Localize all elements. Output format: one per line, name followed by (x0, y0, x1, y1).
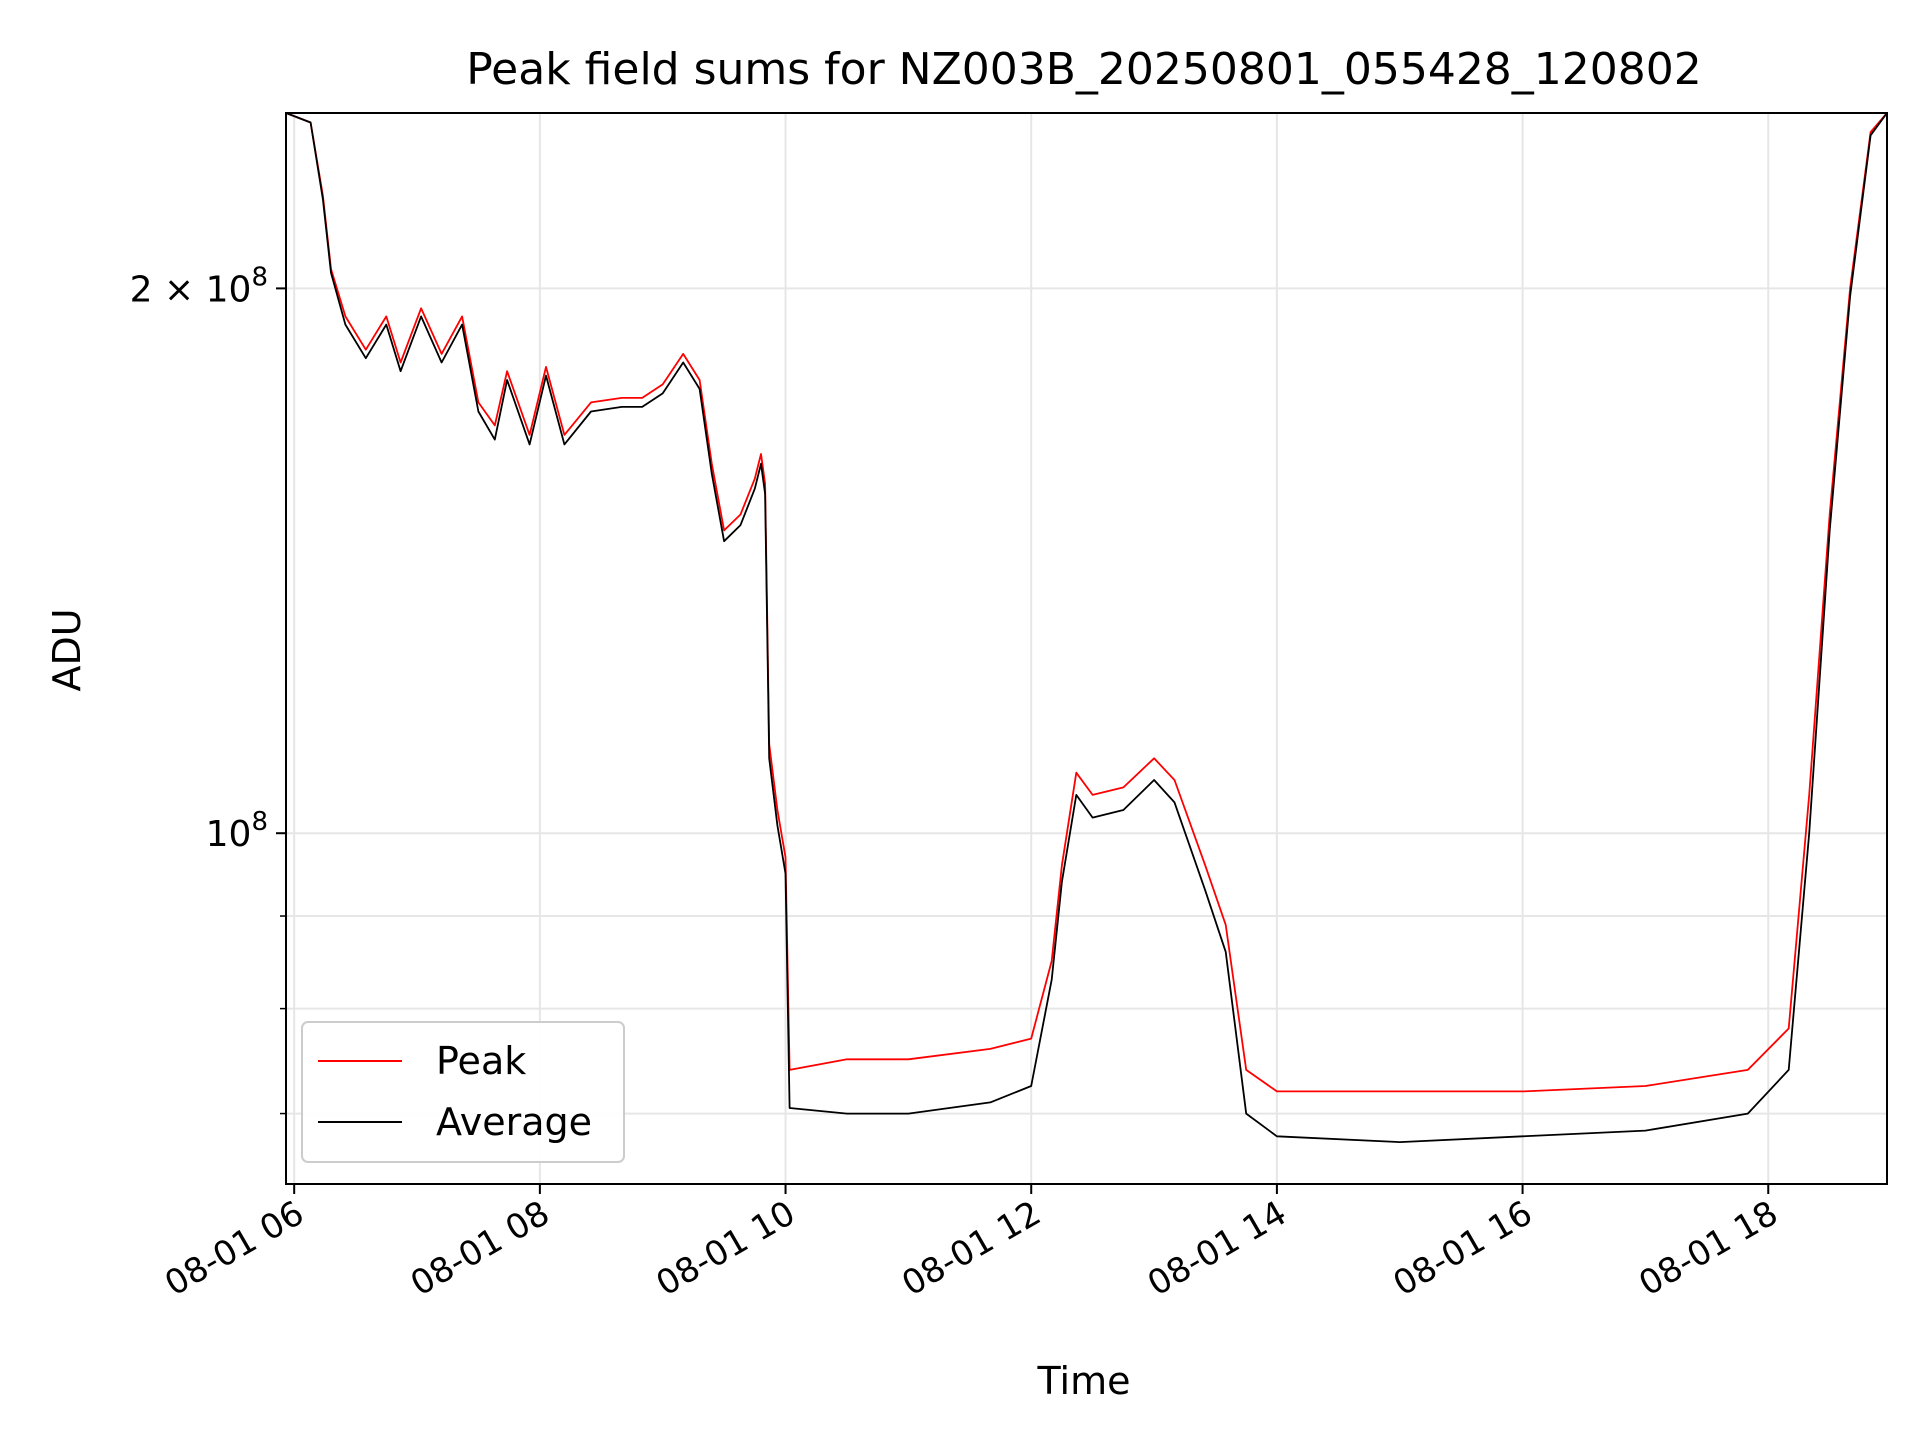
series-line-peak (285, 112, 1888, 1093)
x-tick-label: 08-01 10 (650, 1193, 802, 1304)
x-axis-label: Time (1037, 1359, 1131, 1403)
y-tick-mantissa: 2 × (130, 269, 206, 310)
x-tick-label: 08-01 16 (1387, 1193, 1539, 1304)
plot-frame (285, 112, 1888, 1185)
y-axis-label: ADU (45, 608, 89, 691)
legend-box (301, 1021, 625, 1163)
legend-label-average: Average (436, 1100, 592, 1144)
x-tick-label: 08-01 14 (1141, 1193, 1293, 1304)
grid-lines (286, 113, 1887, 1184)
x-tick-label: 08-01 06 (158, 1193, 310, 1304)
legend: Peak Average (301, 1021, 625, 1163)
y-tick-base: 10 (206, 814, 252, 855)
x-axis-ticks: 08-01 06 08-01 08 08-01 10 08-01 12 08-01 14… (158, 1184, 1785, 1304)
y-tick-exponent: 8 (251, 807, 268, 837)
chart-title: Peak field sums for NZ003B_20250801_0554… (466, 44, 1702, 95)
y-tick-base: 10 (206, 269, 252, 310)
x-tick-label: 08-01 08 (404, 1193, 556, 1304)
series-lines (285, 112, 1888, 1143)
legend-label-peak: Peak (436, 1039, 526, 1083)
y-tick-exponent: 8 (251, 262, 268, 292)
y-tick-label: 108 (206, 807, 268, 855)
series-line-average (285, 112, 1888, 1143)
x-tick-label: 08-01 12 (895, 1193, 1047, 1304)
y-tick-label: 2 × 108 (130, 262, 268, 310)
x-tick-label: 08-01 18 (1632, 1193, 1784, 1304)
